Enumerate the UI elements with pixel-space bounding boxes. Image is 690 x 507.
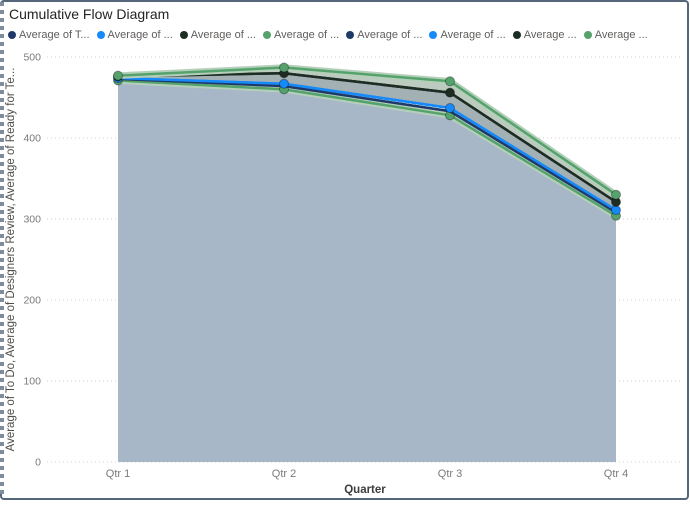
y-tick-label: 300 <box>23 214 41 226</box>
x-tick-label: Qtr 1 <box>106 468 130 480</box>
data-point-marker[interactable] <box>113 70 123 81</box>
y-tick-label: 0 <box>35 457 41 469</box>
legend-dot-icon <box>346 31 355 39</box>
data-point-marker[interactable] <box>445 76 455 87</box>
legend-dot-icon <box>263 31 271 39</box>
area-fill <box>118 80 616 463</box>
data-point-marker[interactable] <box>445 103 455 114</box>
legend: Average of T... Average of ... Average of … <box>8 27 680 43</box>
legend-item-label: Average of ... <box>107 29 173 41</box>
area-fill <box>118 67 616 202</box>
x-axis-title: Quarter <box>344 484 386 496</box>
y-tick-label: 200 <box>23 295 41 307</box>
legend-dot-icon <box>8 31 16 39</box>
y-axis-title: Average of To Do, Average of Designers R… <box>5 68 17 452</box>
series-line-7[interactable] <box>116 79 618 218</box>
y-tick-label: 400 <box>23 133 41 145</box>
data-point-marker[interactable] <box>279 78 289 89</box>
legend-item-label: Average of T... <box>19 29 90 41</box>
legend-dot-icon <box>96 31 105 39</box>
legend-item-label: Average of ... <box>274 29 340 41</box>
legend-item-6[interactable]: Average ... <box>512 29 577 41</box>
legend-dot-icon <box>429 31 438 39</box>
series-line-1[interactable] <box>116 76 618 212</box>
series-line-3[interactable] <box>116 66 618 196</box>
legend-item-5[interactable]: Average of ... <box>429 29 506 41</box>
x-tick-label: Qtr 3 <box>438 468 462 480</box>
y-tick-label: 100 <box>23 376 41 388</box>
legend-item-3[interactable]: Average of ... <box>263 29 339 41</box>
legend-item-4[interactable]: Average of ... <box>346 29 422 41</box>
legend-item-label: Average of ... <box>440 29 506 41</box>
area-fill <box>118 73 616 211</box>
x-tick-label: Qtr 4 <box>604 468 628 480</box>
legend-item-1[interactable]: Average of ... <box>96 29 173 41</box>
series-line-4[interactable] <box>116 77 618 214</box>
data-point-marker[interactable] <box>445 87 455 98</box>
data-point-marker[interactable] <box>611 189 621 200</box>
legend-dot-icon <box>179 31 188 39</box>
legend-item-label: Average of ... <box>190 29 256 41</box>
x-tick-label: Qtr 2 <box>272 468 296 480</box>
y-tick-label: 500 <box>23 52 41 64</box>
legend-item-label: Average ... <box>594 29 648 41</box>
selection-dash-border <box>0 2 4 494</box>
chart-title: Cumulative Flow Diagram <box>9 6 170 22</box>
legend-dot-icon <box>583 31 592 39</box>
legend-item-0[interactable]: Average of T... <box>8 29 90 41</box>
legend-dot-icon <box>512 31 521 39</box>
legend-item-label: Average ... <box>523 29 577 41</box>
legend-item-2[interactable]: Average of ... <box>179 29 256 41</box>
legend-item-label: Average of ... <box>357 29 423 41</box>
data-point-marker[interactable] <box>279 62 289 73</box>
legend-item-7[interactable]: Average ... <box>583 29 648 41</box>
